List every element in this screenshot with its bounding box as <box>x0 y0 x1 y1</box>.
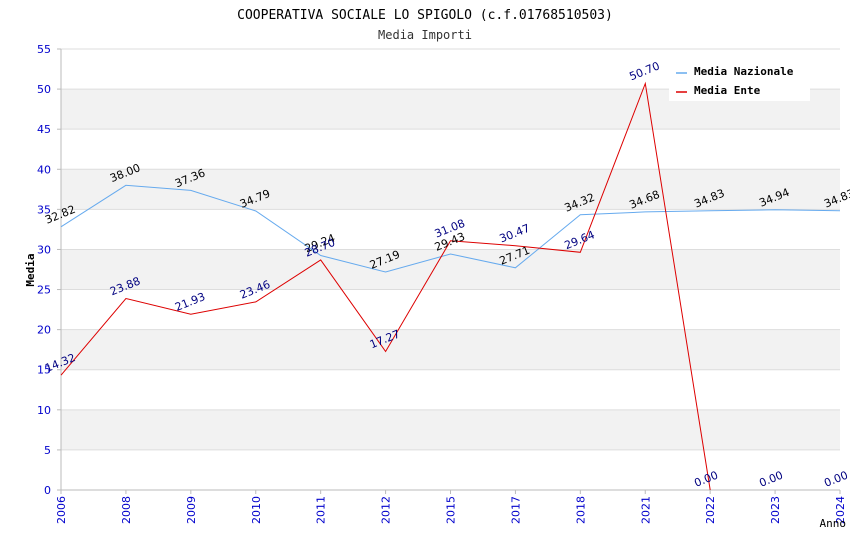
y-tick-label: 20 <box>37 324 51 337</box>
x-tick-label: 2024 <box>834 496 847 524</box>
grid-band <box>61 169 840 210</box>
series-lines <box>60 81 841 491</box>
y-tick-label: 35 <box>37 203 51 216</box>
chart-subtitle: Media Importi <box>378 28 472 42</box>
y-tick-label: 15 <box>37 364 51 377</box>
plot-background <box>60 48 840 491</box>
x-tick-label: 2011 <box>315 496 328 524</box>
y-axis: 0 5 10 15 20 25 30 35 40 45 50 55 <box>37 43 61 497</box>
legend-label-media-nazionale: Media Nazionale <box>694 65 794 78</box>
x-tick-label: 2023 <box>769 496 782 524</box>
grid-band <box>61 329 840 370</box>
legend-box <box>669 58 810 101</box>
y-tick-label: 40 <box>37 163 51 176</box>
y-tick-label: 25 <box>37 284 51 297</box>
x-tick-label: 2010 <box>250 496 263 524</box>
series-line-media-nazionale <box>60 184 841 273</box>
series-line-media-ente <box>60 81 711 491</box>
x-tick-label: 2008 <box>120 496 133 524</box>
x-tick-label: 2022 <box>704 496 717 524</box>
y-tick-label: 45 <box>37 123 51 136</box>
x-tick-label: 2009 <box>185 496 198 524</box>
y-tick-label: 0 <box>44 484 51 497</box>
chart-title: COOPERATIVA SOCIALE LO SPIGOLO (c.f.0176… <box>237 8 613 23</box>
x-axis-label: Anno <box>820 517 847 530</box>
x-axis: 2006 2008 2009 2010 2011 2012 2015 2017 2018 2021… <box>55 490 847 524</box>
grid-band <box>61 409 840 450</box>
y-tick-label: 10 <box>37 404 51 417</box>
x-tick-label: 2017 <box>509 496 522 524</box>
legend-label-media-ente: Media Ente <box>694 84 761 97</box>
grid-band <box>61 249 840 290</box>
y-axis-label: Media <box>24 253 37 286</box>
x-tick-label: 2015 <box>445 496 458 524</box>
x-tick-label: 2021 <box>639 496 652 524</box>
y-tick-label: 55 <box>37 43 51 56</box>
y-tick-label: 50 <box>37 83 51 96</box>
y-tick-label: 30 <box>37 243 51 256</box>
x-tick-label: 2012 <box>380 496 393 524</box>
y-tick-label: 5 <box>44 444 51 457</box>
x-tick-label: 2006 <box>55 496 68 524</box>
legend: Media Nazionale Media Ente <box>669 58 810 101</box>
x-tick-label: 2018 <box>574 496 587 524</box>
